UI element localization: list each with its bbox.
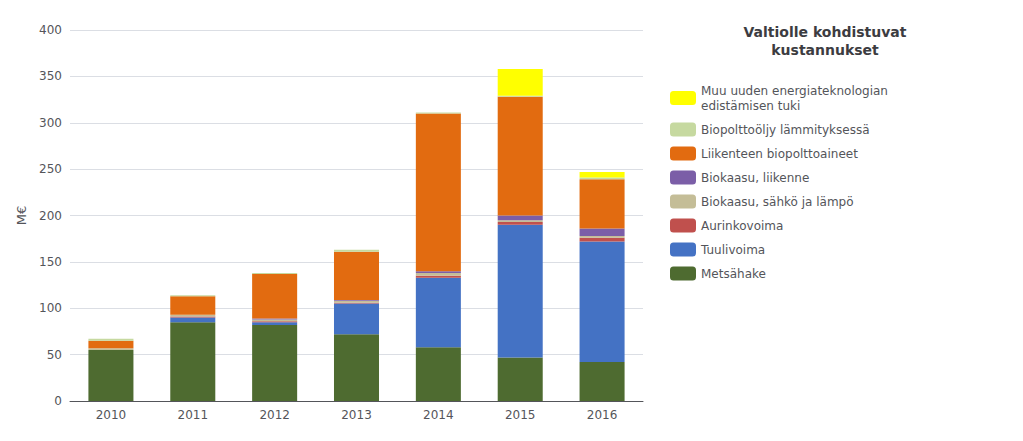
svg-text:2014: 2014 (423, 408, 454, 422)
svg-text:150: 150 (39, 255, 62, 269)
svg-text:200: 200 (39, 209, 62, 223)
svg-text:100: 100 (39, 301, 62, 315)
svg-text:kustannukset: kustannukset (771, 42, 879, 58)
svg-text:2016: 2016 (587, 408, 618, 422)
svg-text:400: 400 (39, 23, 62, 37)
svg-text:Muu uuden energiateknologian: Muu uuden energiateknologian (701, 84, 888, 98)
svg-text:0: 0 (54, 394, 62, 408)
svg-text:2013: 2013 (341, 408, 372, 422)
svg-text:2012: 2012 (259, 408, 290, 422)
svg-text:Metsähake: Metsähake (701, 267, 766, 281)
svg-text:edistämisen tuki: edistämisen tuki (701, 99, 800, 113)
svg-text:Biopolttoöljy lämmityksessä: Biopolttoöljy lämmityksessä (701, 123, 870, 137)
svg-text:300: 300 (39, 116, 62, 130)
svg-text:2015: 2015 (505, 408, 536, 422)
svg-text:50: 50 (47, 348, 62, 362)
svg-text:Biokaasu, sähkö ja lämpö: Biokaasu, sähkö ja lämpö (701, 195, 854, 209)
svg-text:M€: M€ (14, 206, 29, 226)
svg-text:2011: 2011 (178, 408, 209, 422)
svg-text:350: 350 (39, 69, 62, 83)
svg-text:Valtiolle kohdistuvat: Valtiolle kohdistuvat (744, 24, 907, 40)
svg-text:Biokaasu, liikenne: Biokaasu, liikenne (701, 171, 809, 185)
svg-text:Liikenteen biopolttoaineet: Liikenteen biopolttoaineet (701, 147, 858, 161)
svg-text:250: 250 (39, 162, 62, 176)
svg-text:Tuulivoima: Tuulivoima (700, 243, 765, 257)
svg-text:2010: 2010 (96, 408, 127, 422)
svg-text:Aurinkovoima: Aurinkovoima (701, 219, 783, 233)
